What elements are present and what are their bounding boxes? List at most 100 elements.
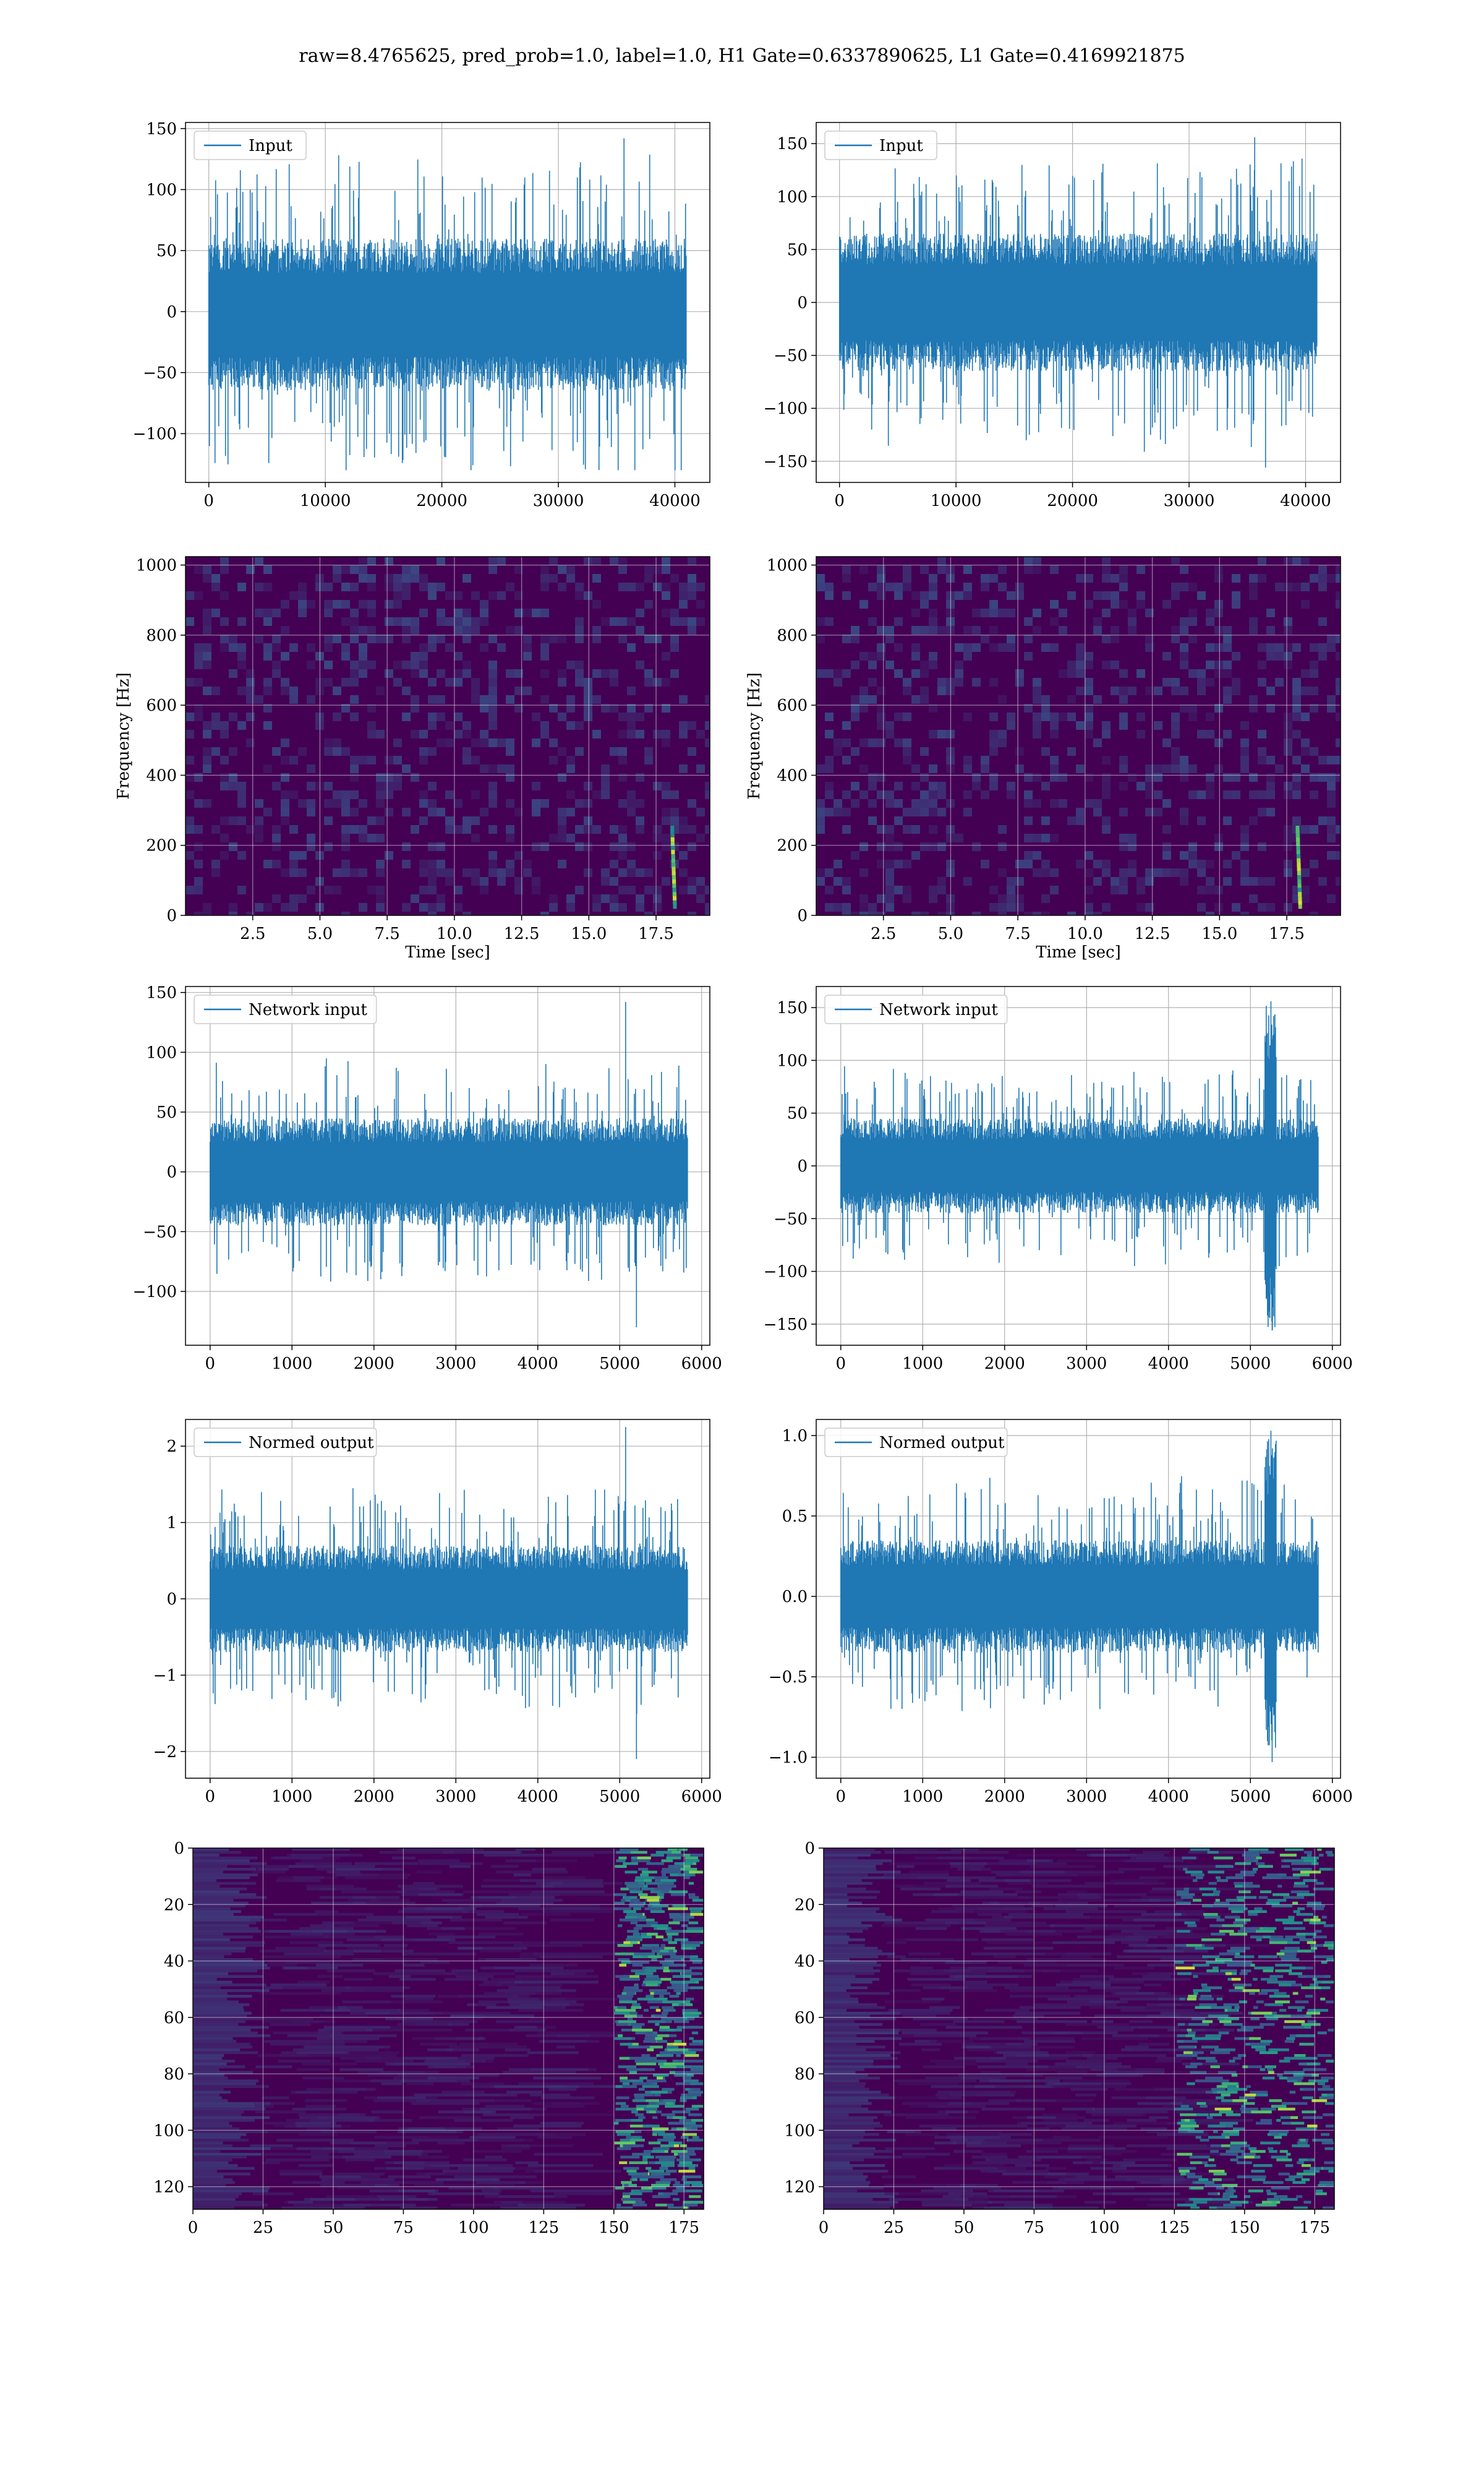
- h1-feature-map-xtick-label: 125: [528, 2219, 559, 2237]
- h1-input-legend: Input: [194, 131, 307, 160]
- figure-title: raw=8.4765625, pred_prob=1.0, label=1.0,…: [299, 45, 1185, 67]
- h1-network-input-xtick-label: 4000: [518, 1355, 558, 1373]
- h1-input-xtick-label: 10000: [300, 492, 351, 510]
- h1-input-ytick-label: −100: [133, 425, 177, 443]
- h1-input-xtick-label: 20000: [416, 492, 467, 510]
- h1-spectrogram-xtick-label: 2.5: [240, 925, 265, 943]
- h1-normed-output-xtick-label: 6000: [681, 1787, 722, 1806]
- h1-input-ytick-label: 100: [146, 181, 177, 200]
- h1-network-input-legend-label: Network input: [249, 1001, 367, 1019]
- h1-network-input-ytick-label: −100: [133, 1283, 177, 1301]
- l1-network-input-xtick-label: 5000: [1230, 1355, 1271, 1373]
- l1-spectrogram-xtick-label: 2.5: [871, 925, 896, 943]
- l1-normed-output-xtick-label: 6000: [1312, 1787, 1353, 1806]
- l1-input-legend-box: [824, 131, 937, 160]
- h1-normed-output-xtick-label: 5000: [599, 1787, 640, 1806]
- l1-spectrogram-ytick-label: 0: [797, 907, 808, 925]
- l1-spectrogram-ytick-label: 400: [777, 766, 808, 785]
- l1-feature-map-xtick-label: 0: [819, 2219, 829, 2237]
- h1-normed-output-legend: Normed output: [194, 1427, 377, 1457]
- l1-input-ytick-label: −100: [764, 400, 808, 418]
- l1-spectrogram-plot-area: [816, 557, 1341, 915]
- h1-spectrogram-ytick-label: 200: [146, 837, 177, 855]
- h1-feature-map-ytick-label: 100: [153, 2121, 184, 2140]
- h1-spectrogram-xtick-label: 7.5: [374, 925, 399, 943]
- l1-input-xtick-label: 20000: [1047, 492, 1098, 510]
- h1-feature-map-xtick-label: 100: [458, 2219, 489, 2237]
- l1-normed-output-ytick-label: 0.5: [782, 1507, 808, 1526]
- h1-network-input-series-line: [210, 1002, 688, 1327]
- l1-network-input-xtick-label: 4000: [1148, 1355, 1189, 1373]
- h1-network-input-ytick-label: 100: [146, 1043, 177, 1062]
- l1-spectrogram-ylabel: Frequency [Hz]: [745, 672, 764, 800]
- l1-network-input-legend: Network input: [824, 995, 1008, 1024]
- l1-input-xtick-label: 10000: [931, 492, 982, 510]
- l1-spectrogram-xlabel: Time [sec]: [1036, 943, 1121, 962]
- l1-normed-output-xtick-label: 3000: [1066, 1787, 1107, 1806]
- h1-feature-map-panel: 0 25 50 75 100 125 150 175 0 20 40 60 80 100 120: [153, 1839, 704, 2237]
- l1-feature-map-cells: [824, 1848, 1334, 2209]
- h1-spectrogram-ylabel: Frequency [Hz]: [114, 672, 133, 800]
- h1-network-input-xtick-label: 3000: [435, 1355, 476, 1373]
- h1-normed-output-legend-label: Normed output: [249, 1434, 374, 1452]
- h1-normed-output-xtick-label: 1000: [271, 1787, 312, 1806]
- l1-normed-output-xtick-label: 2000: [984, 1787, 1025, 1806]
- h1-normed-output-panel: Normed output 0 1000 2000 3000 4000 5000 6000 −2…: [153, 1419, 722, 1806]
- l1-spectrogram-xtick-label: 10.0: [1067, 925, 1103, 943]
- l1-normed-output-ytick-label: −0.5: [769, 1668, 808, 1687]
- h1-normed-output-xtick-label: 0: [205, 1787, 215, 1806]
- l1-feature-map-xtick-label: 50: [953, 2219, 974, 2237]
- l1-feature-map-xtick-label: 125: [1159, 2219, 1190, 2237]
- l1-normed-output-series-line: [840, 1431, 1319, 1762]
- l1-spectrogram-xtick-label: 12.5: [1135, 925, 1171, 943]
- h1-spectrogram-xtick-label: 5.0: [307, 925, 333, 943]
- l1-normed-output-legend: Normed output: [824, 1427, 1008, 1457]
- h1-network-input-ytick-label: 150: [146, 984, 177, 1003]
- h1-feature-map-ytick-label: 120: [153, 2178, 184, 2197]
- h1-feature-map-ytick-label: 80: [164, 2065, 184, 2084]
- h1-spectrogram-ytick-label: 400: [146, 766, 177, 785]
- l1-network-input-ytick-label: −50: [774, 1210, 808, 1228]
- l1-spectrogram-xtick-label: 15.0: [1201, 925, 1237, 943]
- h1-network-input-frame: [185, 986, 710, 1346]
- l1-normed-output-legend-box: [824, 1427, 1008, 1457]
- l1-input-legend: Input: [824, 131, 937, 160]
- l1-spectrogram-ytick-label: 600: [777, 696, 808, 715]
- l1-spectrogram-xtick-label: 7.5: [1005, 925, 1030, 943]
- h1-network-input-xtick-label: 5000: [599, 1355, 640, 1373]
- h1-normed-output-ytick-label: 2: [166, 1437, 177, 1456]
- l1-network-input-xtick-label: 6000: [1312, 1355, 1353, 1373]
- l1-feature-map-xtick-label: 150: [1229, 2219, 1260, 2237]
- h1-feature-map-xtick-label: 0: [188, 2219, 198, 2237]
- h1-spectrogram-xtick-label: 15.0: [571, 925, 607, 943]
- h1-normed-output-ytick-label: −1: [153, 1666, 177, 1685]
- h1-input-frame: [185, 122, 710, 483]
- l1-input-ytick-label: 50: [787, 241, 808, 259]
- h1-input-series-line: [208, 138, 687, 471]
- h1-input-ytick-label: −50: [143, 364, 177, 382]
- l1-input-ytick-label: −50: [774, 347, 808, 366]
- l1-spectrogram-xtick-label: 17.5: [1269, 925, 1305, 943]
- h1-input-legend-box: [194, 131, 307, 160]
- h1-network-input-ytick-label: 0: [166, 1163, 177, 1182]
- l1-network-input-series-line: [840, 1001, 1319, 1331]
- l1-input-xtick-label: 40000: [1280, 492, 1331, 510]
- l1-network-input-ytick-label: 50: [787, 1105, 808, 1123]
- h1-input-ytick-label: 0: [166, 303, 177, 322]
- l1-feature-map-ytick-label: 120: [784, 2178, 815, 2197]
- h1-feature-map-xtick-label: 175: [668, 2219, 699, 2237]
- l1-feature-map-panel: 0 25 50 75 100 125 150 175 0 20 40 60 80 100 120: [784, 1839, 1335, 2237]
- h1-input-xtick-label: 0: [203, 492, 214, 510]
- l1-network-input-xtick-label: 2000: [984, 1355, 1025, 1373]
- l1-input-ytick-label: 100: [777, 188, 808, 207]
- h1-feature-map-xtick-label: 150: [599, 2219, 629, 2237]
- l1-feature-map-xtick-label: 100: [1089, 2219, 1120, 2237]
- l1-input-xtick-label: 30000: [1164, 492, 1215, 510]
- l1-network-input-xtick-label: 0: [835, 1355, 846, 1373]
- h1-spectrogram-ytick-label: 600: [146, 696, 177, 715]
- l1-feature-map-xtick-label: 25: [884, 2219, 904, 2237]
- l1-normed-output-panel: Normed output 0 1000 2000 3000 4000 5000 6000 −1…: [769, 1419, 1353, 1806]
- l1-spectrogram-xtick-label: 5.0: [938, 925, 963, 943]
